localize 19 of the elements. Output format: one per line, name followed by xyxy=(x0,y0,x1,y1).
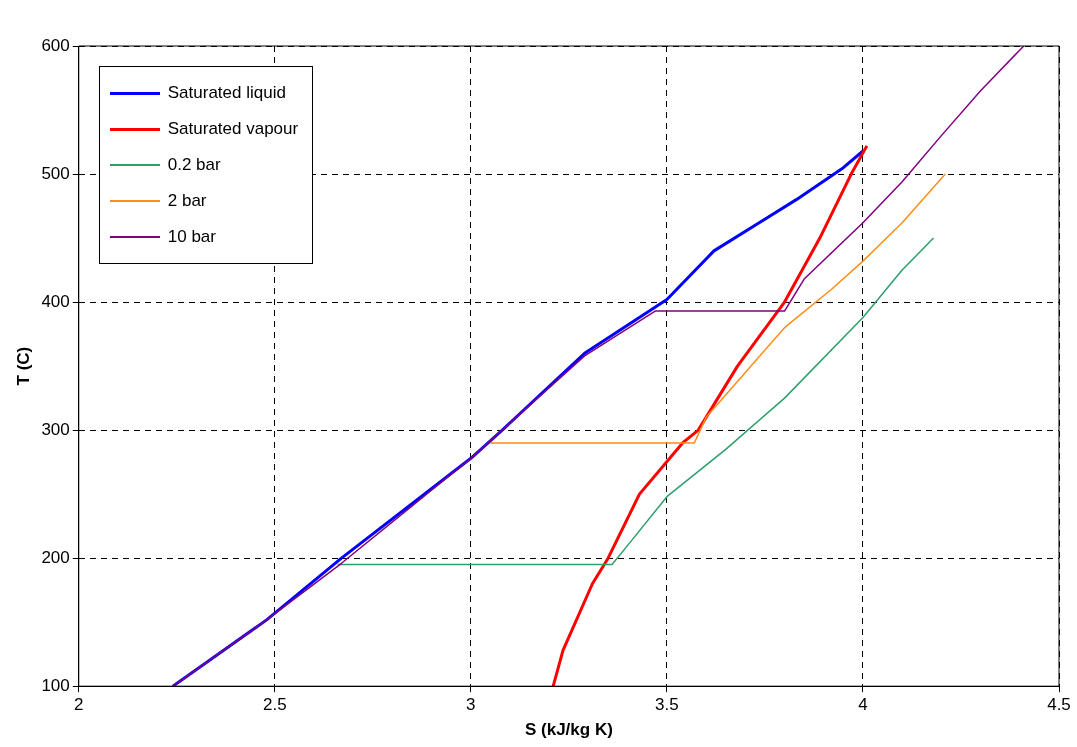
y-tick-label: 100 xyxy=(41,675,70,695)
y-tick-label: 600 xyxy=(41,35,70,55)
legend-label: Saturated liquid xyxy=(167,83,286,103)
legend-label: 2 bar xyxy=(167,191,207,211)
x-tick-label: 3.5 xyxy=(655,695,679,715)
y-axis-title: T (C) xyxy=(13,346,33,386)
x-tick-label: 3 xyxy=(466,695,476,715)
y-tick-label: 500 xyxy=(41,163,70,183)
legend-label: 10 bar xyxy=(167,227,216,247)
x-tick-label: 2.5 xyxy=(262,695,287,715)
y-tick-label: 400 xyxy=(41,291,70,311)
x-tick-label: 2 xyxy=(74,695,84,715)
x-tick-label: 4 xyxy=(858,695,868,715)
legend-label: 0.2 bar xyxy=(167,155,221,175)
x-axis-title: S (kJ/kg K) xyxy=(524,720,613,740)
y-tick-label: 200 xyxy=(41,547,70,567)
x-tick-label: 4.5 xyxy=(1047,695,1071,715)
legend-label: Saturated vapour xyxy=(167,119,299,139)
y-tick-label: 300 xyxy=(41,419,70,439)
